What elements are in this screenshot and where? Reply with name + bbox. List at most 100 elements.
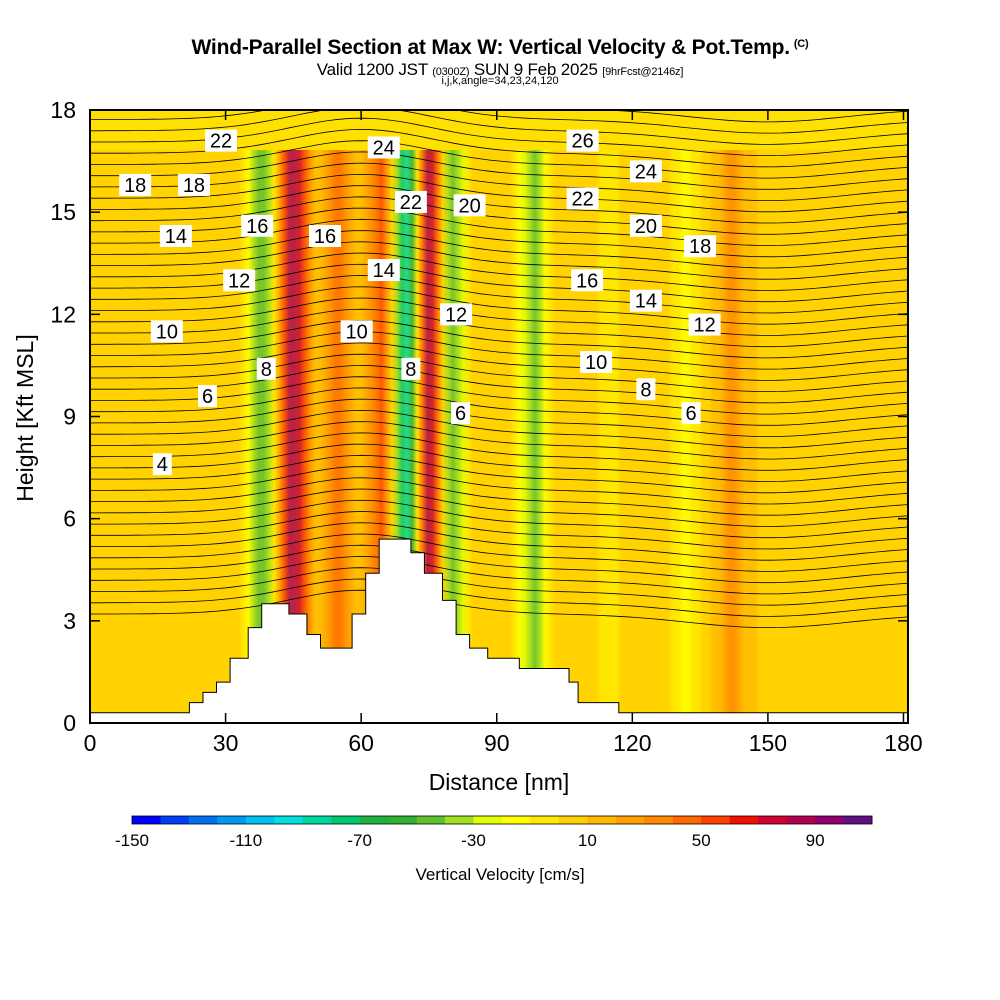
colorbar-swatch	[615, 816, 645, 824]
contour-label: 10	[150, 320, 183, 343]
isentrope-line	[90, 308, 908, 348]
isentrope-line	[90, 387, 908, 426]
colorbar: -150 -110 -70 -30 10 50 90	[115, 815, 873, 850]
contour-label-box	[205, 129, 238, 152]
contour-label-box	[453, 194, 486, 217]
contour-label-box	[401, 357, 421, 380]
velocity-field	[90, 110, 908, 723]
colorbar-tick-label: -30	[461, 831, 486, 850]
contour-label-text: 8	[405, 359, 416, 381]
colorbar-tick-label: -70	[347, 831, 372, 850]
contour-label-text: 18	[183, 175, 205, 197]
contour-label: 14	[367, 259, 400, 282]
colorbar-swatch	[445, 816, 475, 824]
contour-label: 14	[159, 225, 192, 248]
contour-label-text: 18	[689, 236, 711, 258]
isentrope-line	[596, 110, 908, 123]
isentrope-line	[90, 331, 908, 370]
contour-label-text: 10	[346, 321, 368, 343]
contour-label: 12	[440, 303, 473, 326]
contour-label-box	[629, 160, 662, 183]
isentrope-line	[90, 196, 908, 235]
y-tick-label: 9	[63, 404, 76, 430]
contour-label-box	[198, 385, 218, 408]
contour-label-text: 20	[635, 216, 657, 238]
contour-label: 18	[177, 173, 210, 197]
contour-label-text: 8	[640, 379, 651, 401]
isentrope-line	[90, 544, 908, 584]
y-tick-label: 0	[63, 710, 76, 736]
terrain-profile	[90, 538, 908, 723]
contour-label: 16	[571, 269, 604, 292]
isentrope-line	[90, 398, 908, 437]
isentrope-line	[90, 578, 908, 617]
contour-label-box	[580, 351, 613, 374]
colorbar-swatch	[331, 816, 361, 824]
contour-label-text: 6	[455, 403, 466, 425]
contour-label-box	[256, 357, 276, 380]
contour-label-text: 10	[156, 321, 178, 343]
colorbar-label: Vertical Velocity [cm/s]	[415, 865, 584, 884]
contour-label-text: 22	[400, 192, 422, 214]
y-tick-label: 15	[50, 199, 76, 225]
isentrope-line	[90, 275, 908, 314]
contour-label-box	[681, 402, 701, 425]
isentrope-line	[90, 556, 908, 595]
forecast-info: [9hrFcst@2146z]	[602, 66, 684, 78]
isentrope-line	[90, 140, 908, 179]
contour-label: 4	[152, 453, 172, 476]
colorbar-frame	[131, 815, 873, 825]
contour-label-box	[571, 269, 604, 292]
contour-label: 18	[684, 235, 717, 258]
contour-label: 20	[629, 214, 662, 238]
isentrope-line	[90, 162, 908, 201]
contour-label-box	[440, 303, 473, 326]
contour-label-box	[241, 214, 274, 237]
contour-label-box	[629, 214, 662, 237]
colorbar-tick-label: 50	[692, 831, 711, 850]
contour-label: 8	[401, 357, 421, 381]
isentrope-line	[90, 185, 908, 224]
contour-label: 22	[394, 190, 427, 214]
x-tick-label: 60	[348, 730, 374, 756]
contour-label: 22	[205, 129, 238, 153]
valid-utc: (0300Z)	[432, 66, 470, 78]
contour-label-box	[367, 259, 400, 282]
contour-label-text: 6	[202, 386, 213, 408]
colorbar-swatch	[729, 816, 759, 824]
contour-label-box	[177, 173, 210, 196]
x-tick-label: 30	[213, 730, 239, 756]
valid-date: SUN 9 Feb 2025	[473, 60, 598, 79]
isentrope-line	[90, 443, 908, 482]
isentrope-line	[90, 511, 908, 550]
isentrope-line	[90, 297, 908, 336]
isentrope-line	[90, 364, 908, 404]
colorbar-swatch	[587, 816, 617, 824]
colorbar-swatch	[815, 816, 845, 824]
contour-label-text: 22	[571, 189, 593, 211]
isentrope-line	[90, 533, 908, 572]
isentrope-line	[90, 376, 908, 415]
contour-label-text: 4	[157, 454, 168, 476]
section-parameters: i,j,k,angle=34,23,24,120	[441, 75, 559, 87]
isentrope-line	[90, 567, 908, 606]
contour-label-text: 10	[585, 352, 607, 374]
x-tick-label: 0	[84, 730, 97, 756]
copyright-mark: (C)	[793, 38, 809, 50]
contour-label-box	[159, 225, 192, 248]
isentrope-line	[90, 151, 908, 190]
colorbar-swatch	[302, 816, 332, 824]
isentrope-line	[90, 353, 908, 392]
contour-label-box	[451, 402, 471, 425]
contour-label: 10	[340, 320, 373, 343]
y-tick-label: 12	[50, 301, 76, 327]
isentrope-line	[90, 409, 908, 449]
x-tick-label: 150	[749, 730, 787, 756]
contour-label-text: 20	[458, 195, 480, 217]
isentrope-line	[90, 241, 908, 280]
contour-label-text: 8	[261, 359, 272, 381]
colorbar-swatch	[217, 816, 247, 824]
isentrope-line	[90, 173, 908, 213]
colorbar-swatch	[672, 816, 702, 824]
colorbar-swatch	[558, 816, 588, 824]
